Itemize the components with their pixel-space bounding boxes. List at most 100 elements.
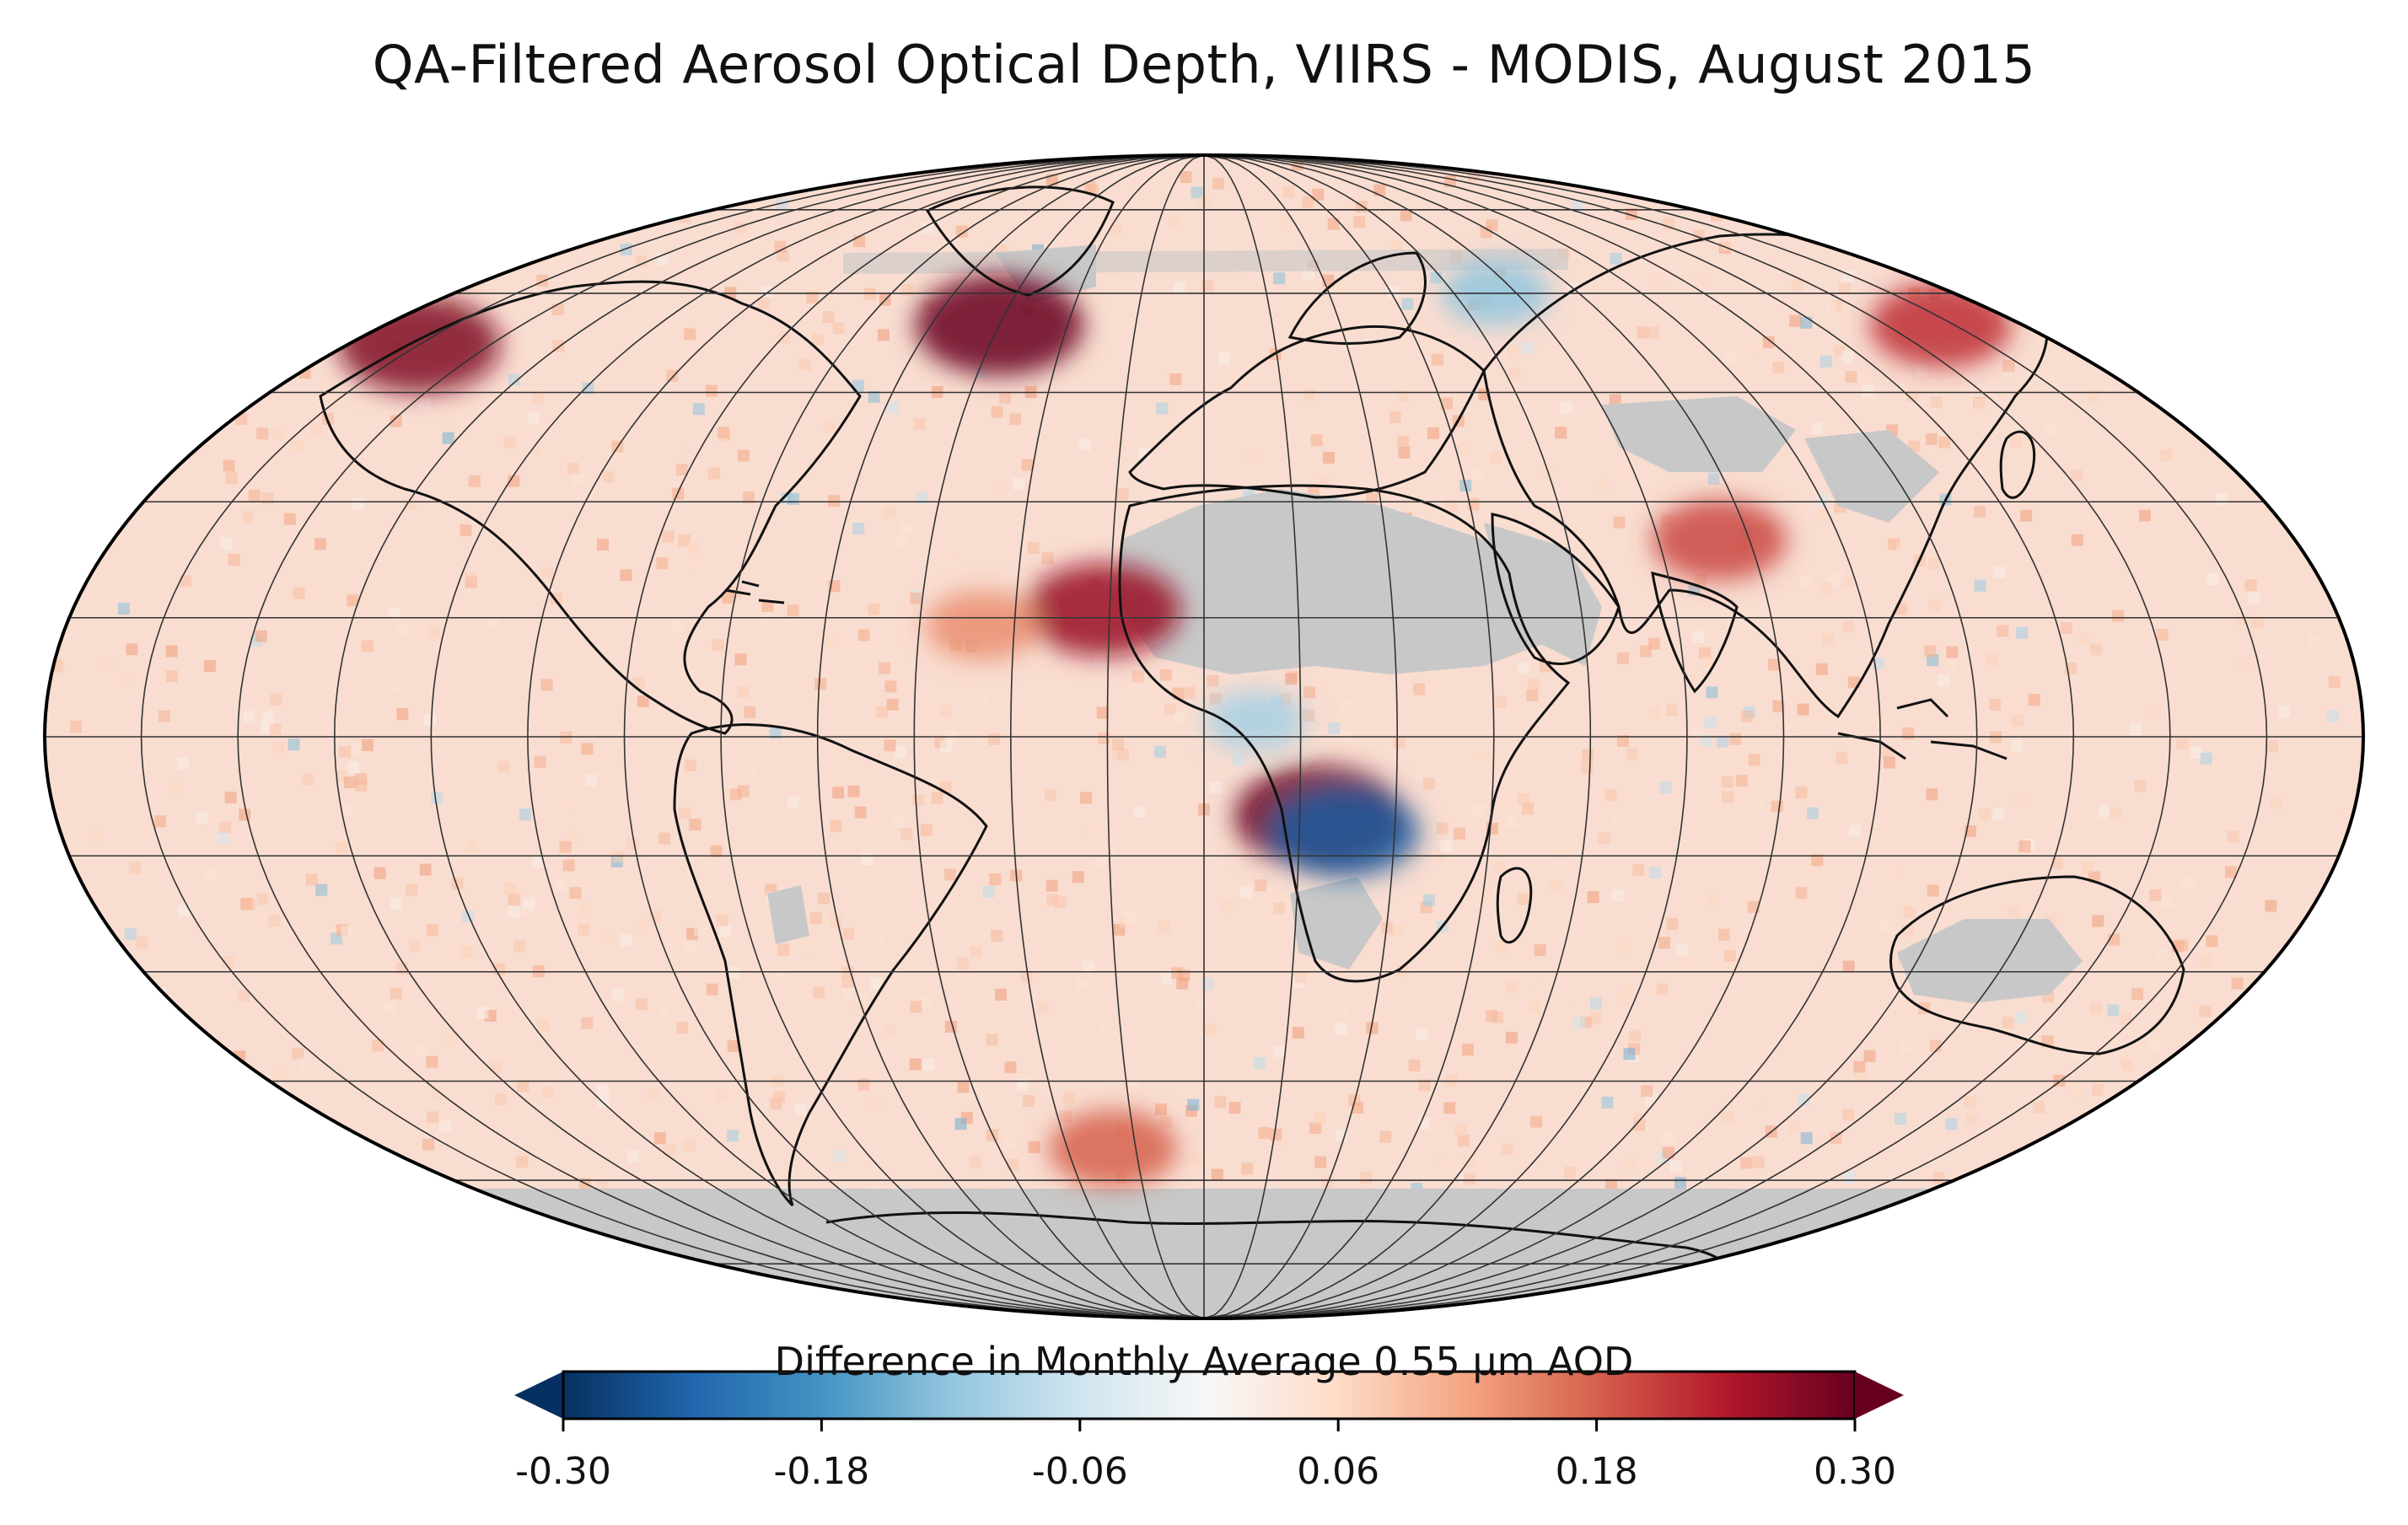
aod-cell [893,816,906,828]
aod-cell [441,231,454,244]
aod-cell [2224,223,2237,236]
aod-cell [1933,213,1946,226]
aod-cell [219,821,232,834]
aod-cell [2118,293,2131,305]
aod-cell [239,808,251,821]
aod-cell [314,538,326,550]
aod-cell [743,491,755,503]
aod-hotspot [1652,499,1787,581]
aod-cell [1240,887,1253,899]
aod-cell [2330,372,2342,384]
aod-cell [2349,890,2362,903]
aod-cell [1754,1094,1766,1107]
aod-cell [737,686,750,699]
aod-cell [2360,882,2363,894]
aod-cell [1013,478,1025,491]
aod-cell [255,630,267,642]
aod-cell [1027,541,1040,554]
aod-cell [970,946,982,958]
aod-cell [486,616,498,629]
no-data-andes [767,885,809,944]
aod-cell [1510,155,1523,167]
aod-cell [1552,846,1565,858]
aod-cell [1640,645,1652,658]
aod-cell [2206,572,2219,585]
aod-cell [1060,172,1072,185]
aod-cell [1800,316,1813,329]
aod-cell [460,524,472,537]
no-data-australia [1897,919,2083,1003]
aod-cell [1930,396,1943,409]
aod-cell [476,1007,489,1019]
aod-cell [124,498,137,511]
aod-cell [1927,654,1939,667]
aod-cell [343,776,356,789]
aod-cell [1270,1128,1282,1141]
aod-cell [370,199,383,212]
aod-cell [1204,1023,1217,1036]
aod-cell [2176,738,2189,750]
aod-cell [830,916,842,928]
aod-cell [1943,245,1956,258]
coastline-south-america [673,723,988,1207]
aod-cell [1360,1172,1372,1184]
aod-cell [161,1226,174,1238]
aod-cell [757,298,770,309]
aod-cell [396,708,409,721]
aod-cell [1328,722,1341,734]
aod-cell [432,1087,444,1100]
aod-cell [1045,879,1058,892]
aod-cell [158,1199,170,1211]
aod-cell [460,946,473,958]
aod-cell [1616,652,1629,664]
aod-cell [1105,843,1117,856]
aod-cell [300,1108,313,1120]
aod-cell [1795,787,1808,799]
aod-cell [1534,944,1546,957]
aod-cell [1751,341,1764,354]
aod-cell [825,1313,837,1318]
aod-cell [566,831,578,843]
aod-cell [653,1132,666,1145]
aod-cell [1094,856,1106,869]
aod-cell [1930,1039,1942,1052]
aod-cell [2255,1161,2266,1173]
aod-cell [1741,710,1753,722]
aod-cell [1007,1158,1019,1171]
aod-cell [282,765,295,777]
aod-cell [513,940,526,953]
aod-cell [2278,259,2291,271]
aod-cell [1692,726,1705,738]
aod-cell [1501,1143,1513,1156]
aod-cell [1435,1155,1448,1168]
aod-cell [773,1091,786,1103]
aod-cell [596,1083,609,1096]
aod-cell [242,511,254,524]
aod-cell [1945,1118,1958,1130]
aod-cell [1302,196,1314,208]
aod-cell [1131,670,1144,683]
aod-cell [2307,635,2319,647]
aod-cell [248,489,261,502]
aod-cell [305,338,318,351]
aod-cell [79,558,92,571]
aod-cell [1417,1117,1430,1130]
aod-cell [2078,290,2091,302]
aod-cell [1529,1001,1541,1013]
aod-cell [2131,987,2144,1000]
aod-cell [136,247,148,260]
aod-cell [900,828,913,840]
aod-cell [129,1159,142,1172]
aod-cell [47,308,60,320]
aod-cell [2194,378,2206,390]
aod-cell [581,743,594,755]
aod-cell [368,1160,380,1173]
aod-cell [2052,1186,2065,1199]
aod-cell [2327,710,2340,722]
aod-cell [1463,1173,1475,1185]
aod-cell [561,1034,573,1047]
aod-cell [824,634,836,647]
aod-cell [671,620,684,632]
aod-cell [245,593,258,605]
aod-cell [1186,815,1199,828]
